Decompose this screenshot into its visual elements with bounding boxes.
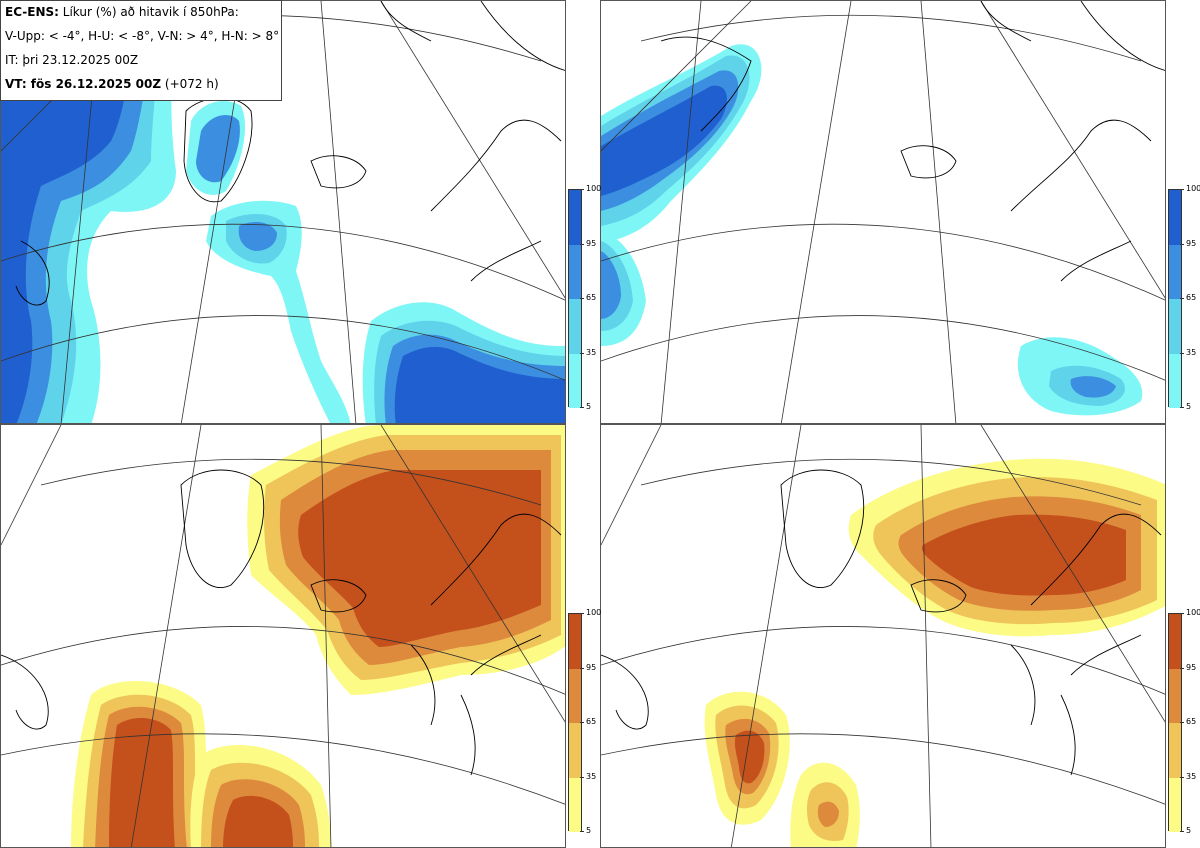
colorbar-segment xyxy=(1169,614,1181,669)
graticule xyxy=(601,1,1165,423)
coastlines xyxy=(1,469,562,776)
colorbar-tick-label: 5 xyxy=(1179,826,1192,835)
prob-area-south-95 xyxy=(394,346,565,423)
map-panel-warm-4 xyxy=(0,424,566,848)
prob-area-southwest-95 xyxy=(734,730,765,784)
colorbar-tick-label: 95 xyxy=(579,238,597,248)
model-label: EC-ENS: xyxy=(5,5,59,19)
map-panel-cold-4 xyxy=(0,0,566,424)
colorbar-tick-label: 35 xyxy=(579,771,597,781)
prob-area-west-edge-65 xyxy=(601,251,621,319)
prob-area-mid-65 xyxy=(238,221,277,251)
colorbar-segment xyxy=(569,190,581,245)
prob-area-west-95 xyxy=(1,1,136,423)
lead-time: (+072 h) xyxy=(164,77,219,91)
title-text: Líkur (%) að hitavik í 850hPa: xyxy=(62,5,239,19)
coastlines xyxy=(601,469,1162,776)
probability-map-warm-4 xyxy=(1,425,565,847)
probability-map-warm-8 xyxy=(601,425,1165,847)
colorbar-tick-label: 5 xyxy=(1179,402,1192,411)
map-panel-cold-8 xyxy=(600,0,1166,424)
coastlines xyxy=(15,1,565,306)
colorbar-tick-label: 65 xyxy=(579,717,597,726)
colorbar-segment xyxy=(1169,190,1181,245)
colorbar-tick-label: 95 xyxy=(579,662,597,672)
init-time: IT: þri 23.12.2025 00Z xyxy=(5,53,139,67)
graticule xyxy=(601,425,1165,847)
title-line: EC-ENS: Líkur (%) að hitavik í 850hPa: xyxy=(5,5,281,29)
colorbar-segment xyxy=(569,614,581,669)
colorbar-segment xyxy=(1169,668,1181,723)
probability-map-cold-8 xyxy=(601,1,1165,423)
colorbar-tick-label: 100 xyxy=(1179,184,1200,193)
colorbar-tick-label: 65 xyxy=(579,293,597,302)
prob-area-south-65 xyxy=(817,801,839,827)
prob-area-north-95 xyxy=(298,470,541,647)
colorbar-segment xyxy=(569,244,581,299)
prob-area-greenland-inner xyxy=(196,115,240,183)
colorbar-tick-label: 95 xyxy=(1179,662,1197,672)
map-panel-warm-8 xyxy=(600,424,1166,848)
colorbar-segment xyxy=(569,668,581,723)
colorbar-segment xyxy=(569,777,581,832)
colorbar-segment xyxy=(1169,723,1181,778)
colorbar-tick-label: 35 xyxy=(579,347,597,357)
colorbar-tick-label: 35 xyxy=(1179,771,1197,781)
colorbar-tick-label: 5 xyxy=(579,402,592,411)
colorbar-segment xyxy=(569,353,581,408)
colorbar-tick-label: 35 xyxy=(1179,347,1197,357)
colorbar-tick-label: 100 xyxy=(579,184,602,193)
colorbar-warm-4 xyxy=(568,613,582,832)
probability-map-cold-4 xyxy=(1,1,565,423)
coastlines xyxy=(660,1,1165,282)
info-box: EC-ENS: Líkur (%) að hitavik í 850hPa: V… xyxy=(0,0,282,101)
prob-area-southeast-65 xyxy=(1070,376,1116,398)
colorbar-segment xyxy=(1169,244,1181,299)
thresholds-line: V-Upp: < -4°, H-U: < -8°, V-N: > 4°, H-N… xyxy=(5,29,280,43)
colorbar-segment xyxy=(1169,299,1181,354)
colorbar-segment xyxy=(1169,777,1181,832)
colorbar-segment xyxy=(569,723,581,778)
colorbar-tick-label: 100 xyxy=(1179,608,1200,617)
valid-time: VT: fös 26.12.2025 00Z xyxy=(5,77,162,91)
colorbar-tick-label: 65 xyxy=(1179,293,1197,302)
colorbar-tick-label: 95 xyxy=(1179,238,1197,248)
colorbar-tick-label: 100 xyxy=(579,608,602,617)
prob-area-north-95 xyxy=(921,514,1126,596)
prob-area-northwest-95 xyxy=(601,85,727,196)
colorbar-tick-label: 65 xyxy=(1179,717,1197,726)
colorbar-segment xyxy=(569,299,581,354)
prob-area-south-95 xyxy=(223,795,293,847)
graticule xyxy=(1,425,565,847)
colorbar-cold-8 xyxy=(1168,189,1182,408)
colorbar-segment xyxy=(1169,353,1181,408)
valid-line: VT: fös 26.12.2025 00Z (+072 h) xyxy=(5,77,281,101)
colorbar-tick-label: 5 xyxy=(579,826,592,835)
